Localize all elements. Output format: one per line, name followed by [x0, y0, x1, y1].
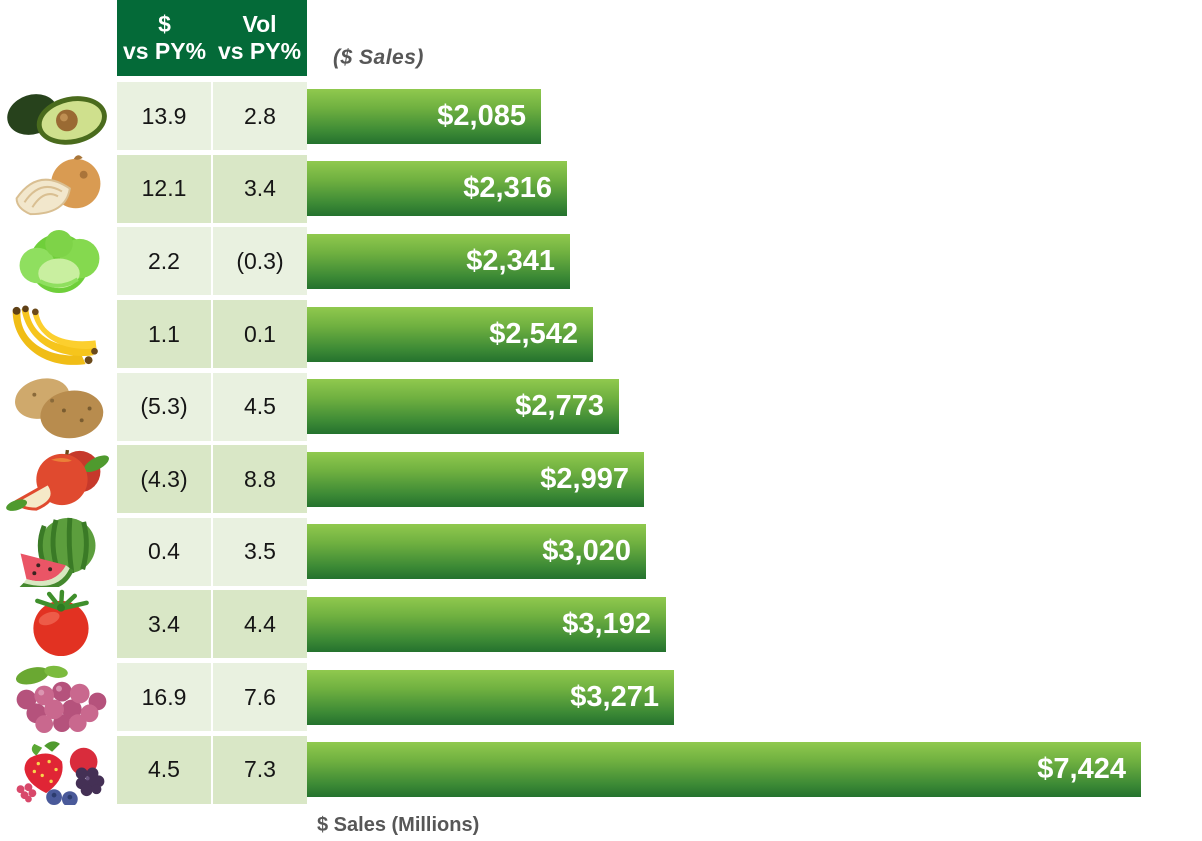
dollar-vs-py-cell: 4.5 [117, 735, 211, 804]
dollar-vs-py-cell: (5.3) [117, 372, 211, 441]
sales-bar: $2,316 [307, 161, 567, 217]
apples-image [0, 443, 117, 516]
bananas-image [0, 298, 117, 371]
sales-value-label: $2,341 [466, 244, 555, 277]
berries-image [0, 733, 117, 806]
bar-area: $3,271 [307, 661, 1202, 734]
table-row: 0.4 3.5 $3,020 [0, 516, 1202, 589]
vol-vs-py-cell: 4.5 [213, 372, 307, 441]
dollar-vs-py-cell: (4.3) [117, 445, 211, 514]
sales-bar: $7,424 [307, 742, 1141, 798]
bar-area: $3,192 [307, 588, 1202, 661]
table-row: 16.9 7.6 $3,271 [0, 661, 1202, 734]
sales-bar: $3,192 [307, 596, 666, 652]
sales-value-label: $7,424 [1037, 753, 1126, 786]
potatoes-image [0, 370, 117, 443]
dollar-vs-py-cell: 13.9 [117, 82, 211, 151]
sales-value-label: $2,997 [540, 462, 629, 495]
bar-area: $2,085 [307, 80, 1202, 153]
vol-vs-py-cell: 2.8 [213, 82, 307, 151]
x-axis-label: $ Sales (Millions) [317, 813, 480, 836]
table-header: $ vs PY% Vol vs PY% [117, 0, 307, 76]
dollar-vs-py-cell: 16.9 [117, 663, 211, 732]
sales-value-label: $2,542 [489, 317, 578, 350]
bar-area: $2,341 [307, 225, 1202, 298]
dollar-vs-py-header-line2: vs PY% [122, 38, 207, 64]
sales-bar: $2,542 [307, 306, 593, 362]
table-row: 12.1 3.4 $2,316 [0, 153, 1202, 226]
sales-value-label: $2,773 [515, 390, 604, 423]
grapes-image [0, 661, 117, 734]
sales-bar: $3,020 [307, 524, 646, 580]
onion-image [0, 153, 117, 226]
sales-bar: $2,085 [307, 88, 541, 144]
dollar-vs-py-cell: 1.1 [117, 300, 211, 369]
vol-vs-py-header: Vol vs PY% [212, 0, 307, 76]
dollar-vs-py-cell: 0.4 [117, 517, 211, 586]
chart-header-row: $ vs PY% Vol vs PY% ($ Sales) [0, 0, 1202, 76]
vol-vs-py-cell: 0.1 [213, 300, 307, 369]
dollar-vs-py-header-line1: $ [158, 10, 171, 37]
vol-vs-py-cell: 8.8 [213, 445, 307, 514]
lettuce-image [0, 225, 117, 298]
bar-area: $3,020 [307, 516, 1202, 589]
bar-area: $2,773 [307, 370, 1202, 443]
watermelon-image [0, 516, 117, 589]
dollar-vs-py-cell: 2.2 [117, 227, 211, 296]
sales-bar: $2,773 [307, 379, 619, 435]
bar-area: $7,424 [307, 733, 1202, 806]
dollar-vs-py-cell: 3.4 [117, 590, 211, 659]
sales-value-label: $2,085 [437, 99, 526, 132]
table-row: (4.3) 8.8 $2,997 [0, 443, 1202, 516]
table-row: 2.2 (0.3) $2,341 [0, 225, 1202, 298]
sales-value-label: $3,020 [542, 535, 631, 568]
table-row: 3.4 4.4 $3,192 [0, 588, 1202, 661]
vol-vs-py-header-line2: vs PY% [217, 38, 302, 64]
chart-rows: 13.9 2.8 $2,085 12.1 3.4 $2,316 2.2 (0.3… [0, 80, 1202, 806]
bar-area: $2,997 [307, 443, 1202, 516]
vol-vs-py-header-line1: Vol [242, 10, 277, 37]
vol-vs-py-cell: 3.5 [213, 517, 307, 586]
produce-image-column-spacer [0, 0, 117, 76]
vol-vs-py-cell: 7.6 [213, 663, 307, 732]
table-row: 4.5 7.3 $7,424 [0, 733, 1202, 806]
vol-vs-py-cell: 7.3 [213, 735, 307, 804]
table-row: (5.3) 4.5 $2,773 [0, 370, 1202, 443]
vol-vs-py-cell: 3.4 [213, 154, 307, 223]
sales-value-label: $2,316 [463, 172, 552, 205]
bar-area: $2,542 [307, 298, 1202, 371]
sales-bar: $2,997 [307, 451, 644, 507]
dollar-vs-py-cell: 12.1 [117, 154, 211, 223]
avocado-image [0, 80, 117, 153]
sales-value-label: $3,192 [562, 607, 651, 640]
sales-note-label: ($ Sales) [333, 46, 424, 69]
table-row: 1.1 0.1 $2,542 [0, 298, 1202, 371]
bar-area: $2,316 [307, 153, 1202, 226]
vol-vs-py-cell: 4.4 [213, 590, 307, 659]
dollar-vs-py-header: $ vs PY% [117, 0, 212, 76]
vol-vs-py-cell: (0.3) [213, 227, 307, 296]
tomato-image [0, 588, 117, 661]
table-row: 13.9 2.8 $2,085 [0, 80, 1202, 153]
sales-value-label: $3,271 [570, 680, 659, 713]
sales-bar: $3,271 [307, 669, 674, 725]
sales-bar: $2,341 [307, 233, 570, 289]
